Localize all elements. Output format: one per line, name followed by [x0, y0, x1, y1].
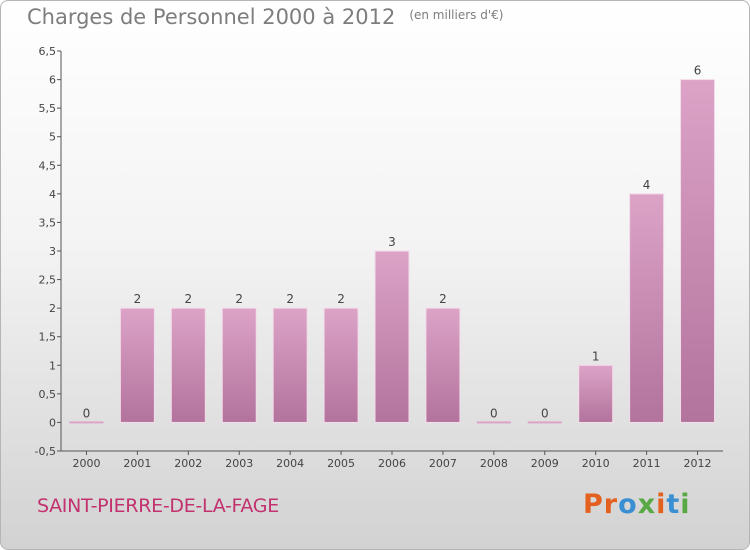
data-labels: 0 2 2 2 2 2 3 2 0 0 1 4 6	[83, 64, 702, 421]
bar	[425, 307, 461, 423]
x-tick-label: 2011	[633, 457, 661, 470]
data-label: 3	[388, 235, 396, 249]
data-label: 2	[337, 292, 345, 306]
y-tick-label: 1,5	[39, 331, 57, 344]
data-label: 1	[592, 349, 600, 363]
bar	[170, 307, 206, 423]
x-tick-label: 2010	[582, 457, 610, 470]
commune-name: SAINT-PIERRE-DE-LA-FAGE	[37, 495, 279, 517]
data-label: 2	[439, 292, 447, 306]
title-text: Charges de Personnel 2000 à 2012	[27, 5, 396, 29]
bar	[527, 421, 562, 424]
logo-letter: r	[603, 489, 619, 520]
chart-title: Charges de Personnel 2000 à 2012 (en mill…	[27, 5, 503, 29]
x-tick-label: 2001	[123, 457, 151, 470]
y-tick-label: 1	[49, 359, 56, 372]
y-tick-label: 2	[49, 302, 56, 315]
logo-letter: i	[656, 489, 667, 520]
logo-letter: o	[618, 489, 638, 520]
bar	[119, 307, 155, 423]
data-label: 2	[286, 292, 294, 306]
data-label: 0	[83, 406, 91, 420]
logo-letter: P	[583, 489, 604, 520]
data-label: 6	[694, 64, 702, 78]
x-tick-label: 2002	[174, 457, 202, 470]
data-label: 0	[490, 406, 498, 420]
logo-letter: i	[680, 489, 691, 520]
y-tick-label: 4,5	[39, 159, 57, 172]
title-unit: (en milliers d'€)	[409, 8, 504, 22]
x-tick-label: 2004	[276, 457, 304, 470]
bar	[221, 307, 257, 423]
y-tick-label: -0,5	[35, 445, 56, 458]
bar	[272, 307, 308, 423]
logo-letter: t	[666, 489, 681, 520]
bar	[680, 79, 716, 423]
y-tick-label: 3,5	[39, 216, 57, 229]
data-label: 2	[235, 292, 243, 306]
bars	[69, 79, 716, 424]
x-tick-label: 2008	[480, 457, 508, 470]
bar	[629, 193, 665, 423]
x-tick-label: 2009	[531, 457, 559, 470]
data-label: 4	[643, 178, 651, 192]
data-label: 2	[134, 292, 142, 306]
bar	[69, 421, 104, 424]
x-tick-label: 2003	[225, 457, 253, 470]
y-tick-label: 5,5	[39, 102, 57, 115]
bar	[374, 250, 410, 423]
x-tick-label: 2007	[429, 457, 457, 470]
x-tick-label: 2005	[327, 457, 355, 470]
proxiti-logo: Proxiti	[583, 489, 691, 520]
x-tick-label: 2012	[684, 457, 712, 470]
data-label: 0	[541, 406, 549, 420]
y-tick-label: 0	[49, 416, 56, 429]
y-tick-label: 0,5	[39, 388, 57, 401]
y-tick-label: 3	[49, 245, 56, 258]
y-tick-label: 6,5	[39, 45, 57, 58]
y-tick-label: 5	[49, 131, 56, 144]
bar	[476, 421, 511, 424]
bar	[323, 307, 359, 423]
y-tick-label: 6	[49, 74, 56, 87]
logo-letter: x	[637, 489, 657, 520]
x-tick-label: 2000	[72, 457, 100, 470]
x-tick-label: 2006	[378, 457, 406, 470]
bar	[578, 364, 614, 423]
data-label: 2	[184, 292, 192, 306]
y-tick-label: 4	[49, 188, 56, 201]
y-tick-label: 2,5	[39, 274, 57, 287]
